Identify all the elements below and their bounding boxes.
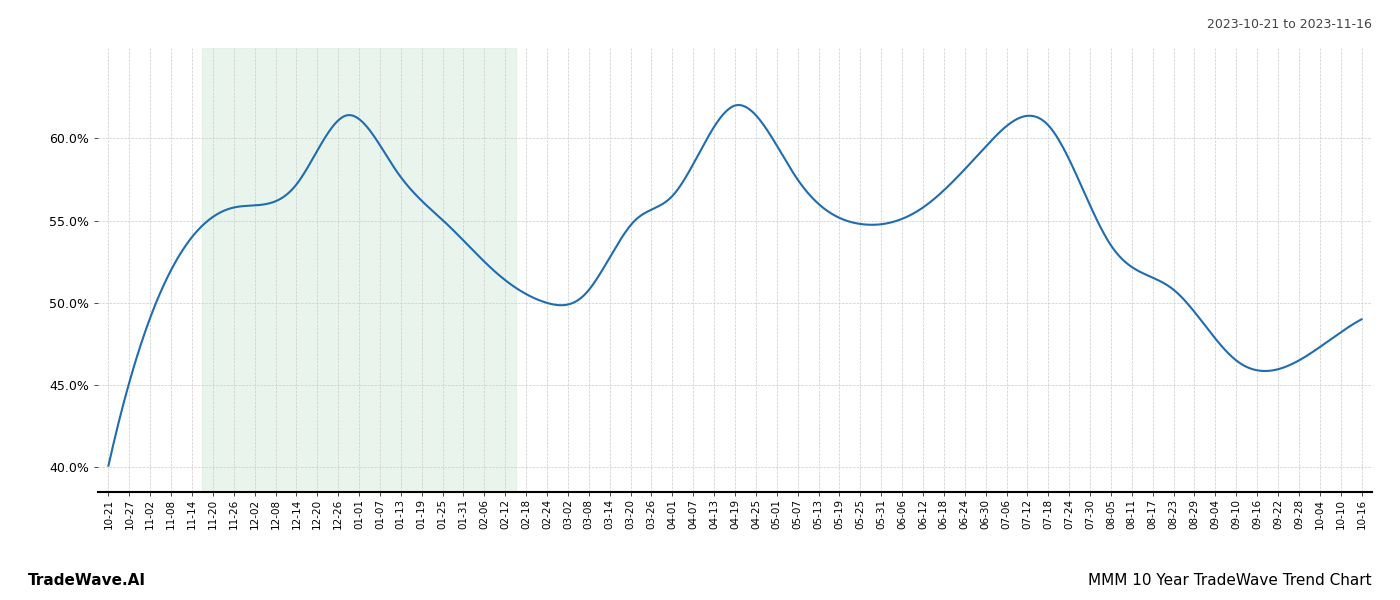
Text: MMM 10 Year TradeWave Trend Chart: MMM 10 Year TradeWave Trend Chart [1088,573,1372,588]
Bar [203,48,515,492]
Text: TradeWave.AI: TradeWave.AI [28,573,146,588]
Text: 2023-10-21 to 2023-11-16: 2023-10-21 to 2023-11-16 [1207,18,1372,31]
